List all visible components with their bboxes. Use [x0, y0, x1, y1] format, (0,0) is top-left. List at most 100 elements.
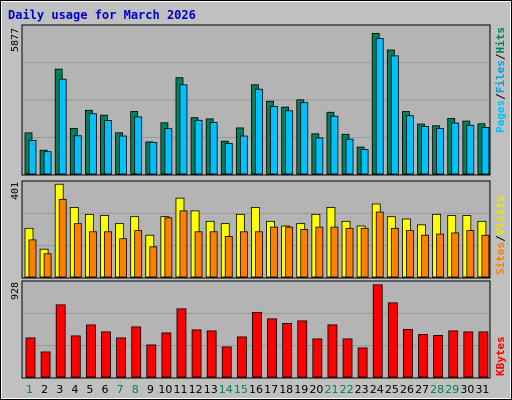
day-label: 5	[86, 383, 93, 396]
day-label: 13	[204, 383, 218, 396]
sites-bar	[179, 210, 188, 278]
day-label: 19	[294, 383, 308, 396]
kbytes-bar	[131, 326, 142, 378]
kbytes-bar	[267, 318, 277, 378]
kbytes-bar	[448, 330, 459, 378]
legend-visits: Visits	[494, 196, 507, 236]
kbytes-bar	[161, 332, 172, 378]
kbytes-bar	[40, 351, 51, 378]
kbytes-bar	[146, 344, 157, 378]
sites-bar	[239, 231, 248, 278]
sites-bar	[224, 236, 233, 278]
files-bar	[88, 113, 97, 175]
files-bar	[58, 78, 67, 175]
files-bar	[390, 55, 399, 175]
kbytes-bar	[282, 322, 293, 378]
sites-bar	[330, 226, 339, 278]
files-bar	[481, 127, 490, 175]
sites-bar	[149, 246, 158, 278]
day-label: 24	[370, 383, 384, 396]
files-bar	[43, 151, 52, 175]
day-label: 22	[340, 383, 354, 396]
day-label: 15	[234, 383, 248, 396]
kbytes-bar	[478, 331, 489, 378]
files-bar	[104, 120, 112, 175]
day-label: 27	[415, 383, 429, 396]
day-label: 14	[219, 383, 233, 396]
kbytes-bar	[418, 334, 428, 378]
kbytes-bar	[116, 337, 126, 378]
sites-bar	[194, 231, 203, 278]
legend-bottom: KBytes	[494, 336, 507, 376]
kbytes-bar	[176, 308, 187, 378]
day-label: 10	[158, 383, 172, 396]
sites-bar	[406, 230, 414, 278]
files-bar	[73, 135, 82, 175]
kbytes-bar	[357, 347, 368, 378]
files-bar	[239, 135, 248, 175]
legend-separator: /	[494, 93, 507, 100]
files-bar	[149, 141, 158, 175]
files-bar	[224, 142, 233, 175]
files-bar	[406, 115, 414, 175]
kbytes-bar	[55, 304, 66, 378]
legend-separator: /	[494, 235, 507, 242]
day-label: 12	[189, 383, 203, 396]
kbytes-bar	[101, 331, 111, 378]
kbytes-bar	[236, 336, 247, 378]
files-bar	[345, 138, 354, 175]
day-label: 23	[355, 383, 369, 396]
sites-bar	[270, 226, 278, 278]
day-label: 1	[26, 383, 33, 396]
files-bar	[285, 110, 294, 175]
files-bar	[330, 115, 339, 175]
day-labels: 1 2 3 4 5 6 7 8 9 10 11 12 13 14 15 16 17 18 19 20 21 22 23 24 2…	[26, 383, 489, 396]
kbytes-bar	[297, 320, 308, 378]
files-bar	[436, 128, 445, 175]
files-bar	[421, 126, 429, 175]
legend-top: Pages/Files/Hits	[494, 27, 507, 133]
kbytes-bar	[372, 284, 383, 378]
y-max-label-hits: 5877	[10, 28, 21, 52]
sites-bar	[285, 226, 294, 278]
kbytes-bar	[252, 311, 262, 378]
sites-bar	[466, 230, 475, 278]
chart-title: Daily usage for March 2026	[8, 8, 196, 22]
sites-bar	[390, 227, 399, 278]
sites-bar	[300, 229, 309, 278]
kbytes-bar	[85, 324, 96, 378]
day-label: 16	[249, 383, 263, 396]
kbytes-bar	[327, 324, 338, 378]
kbytes-bar	[403, 328, 413, 378]
kbytes-bar	[206, 330, 217, 378]
legend-pages: Pages	[494, 100, 507, 133]
files-bar	[134, 116, 143, 175]
day-label: 18	[279, 383, 293, 396]
sites-bar	[481, 234, 490, 278]
legend-hits: Hits	[494, 27, 507, 54]
sites-bar	[209, 231, 218, 278]
day-label: 30	[460, 383, 474, 396]
files-bar	[164, 128, 173, 175]
sites-bar	[58, 198, 67, 278]
sites-bar	[164, 217, 173, 278]
files-bar	[255, 88, 263, 175]
day-label: 7	[117, 383, 124, 396]
y-max-label-kbytes: 928	[10, 282, 21, 300]
bars	[24, 32, 490, 378]
day-label: 31	[475, 383, 489, 396]
files-bar	[360, 149, 369, 175]
y-max-label-visits: 401	[10, 182, 21, 200]
legend-separator: /	[494, 53, 507, 60]
kbytes-bar	[463, 331, 474, 378]
day-label: 8	[132, 383, 139, 396]
legend-files: Files	[494, 60, 507, 93]
sites-bar	[360, 227, 369, 278]
sites-bar	[134, 230, 143, 278]
kbytes-bar	[70, 335, 81, 378]
files-bar	[270, 106, 278, 175]
files-bar	[315, 137, 324, 175]
sites-bar	[436, 233, 445, 278]
kbytes-bar	[312, 338, 323, 378]
